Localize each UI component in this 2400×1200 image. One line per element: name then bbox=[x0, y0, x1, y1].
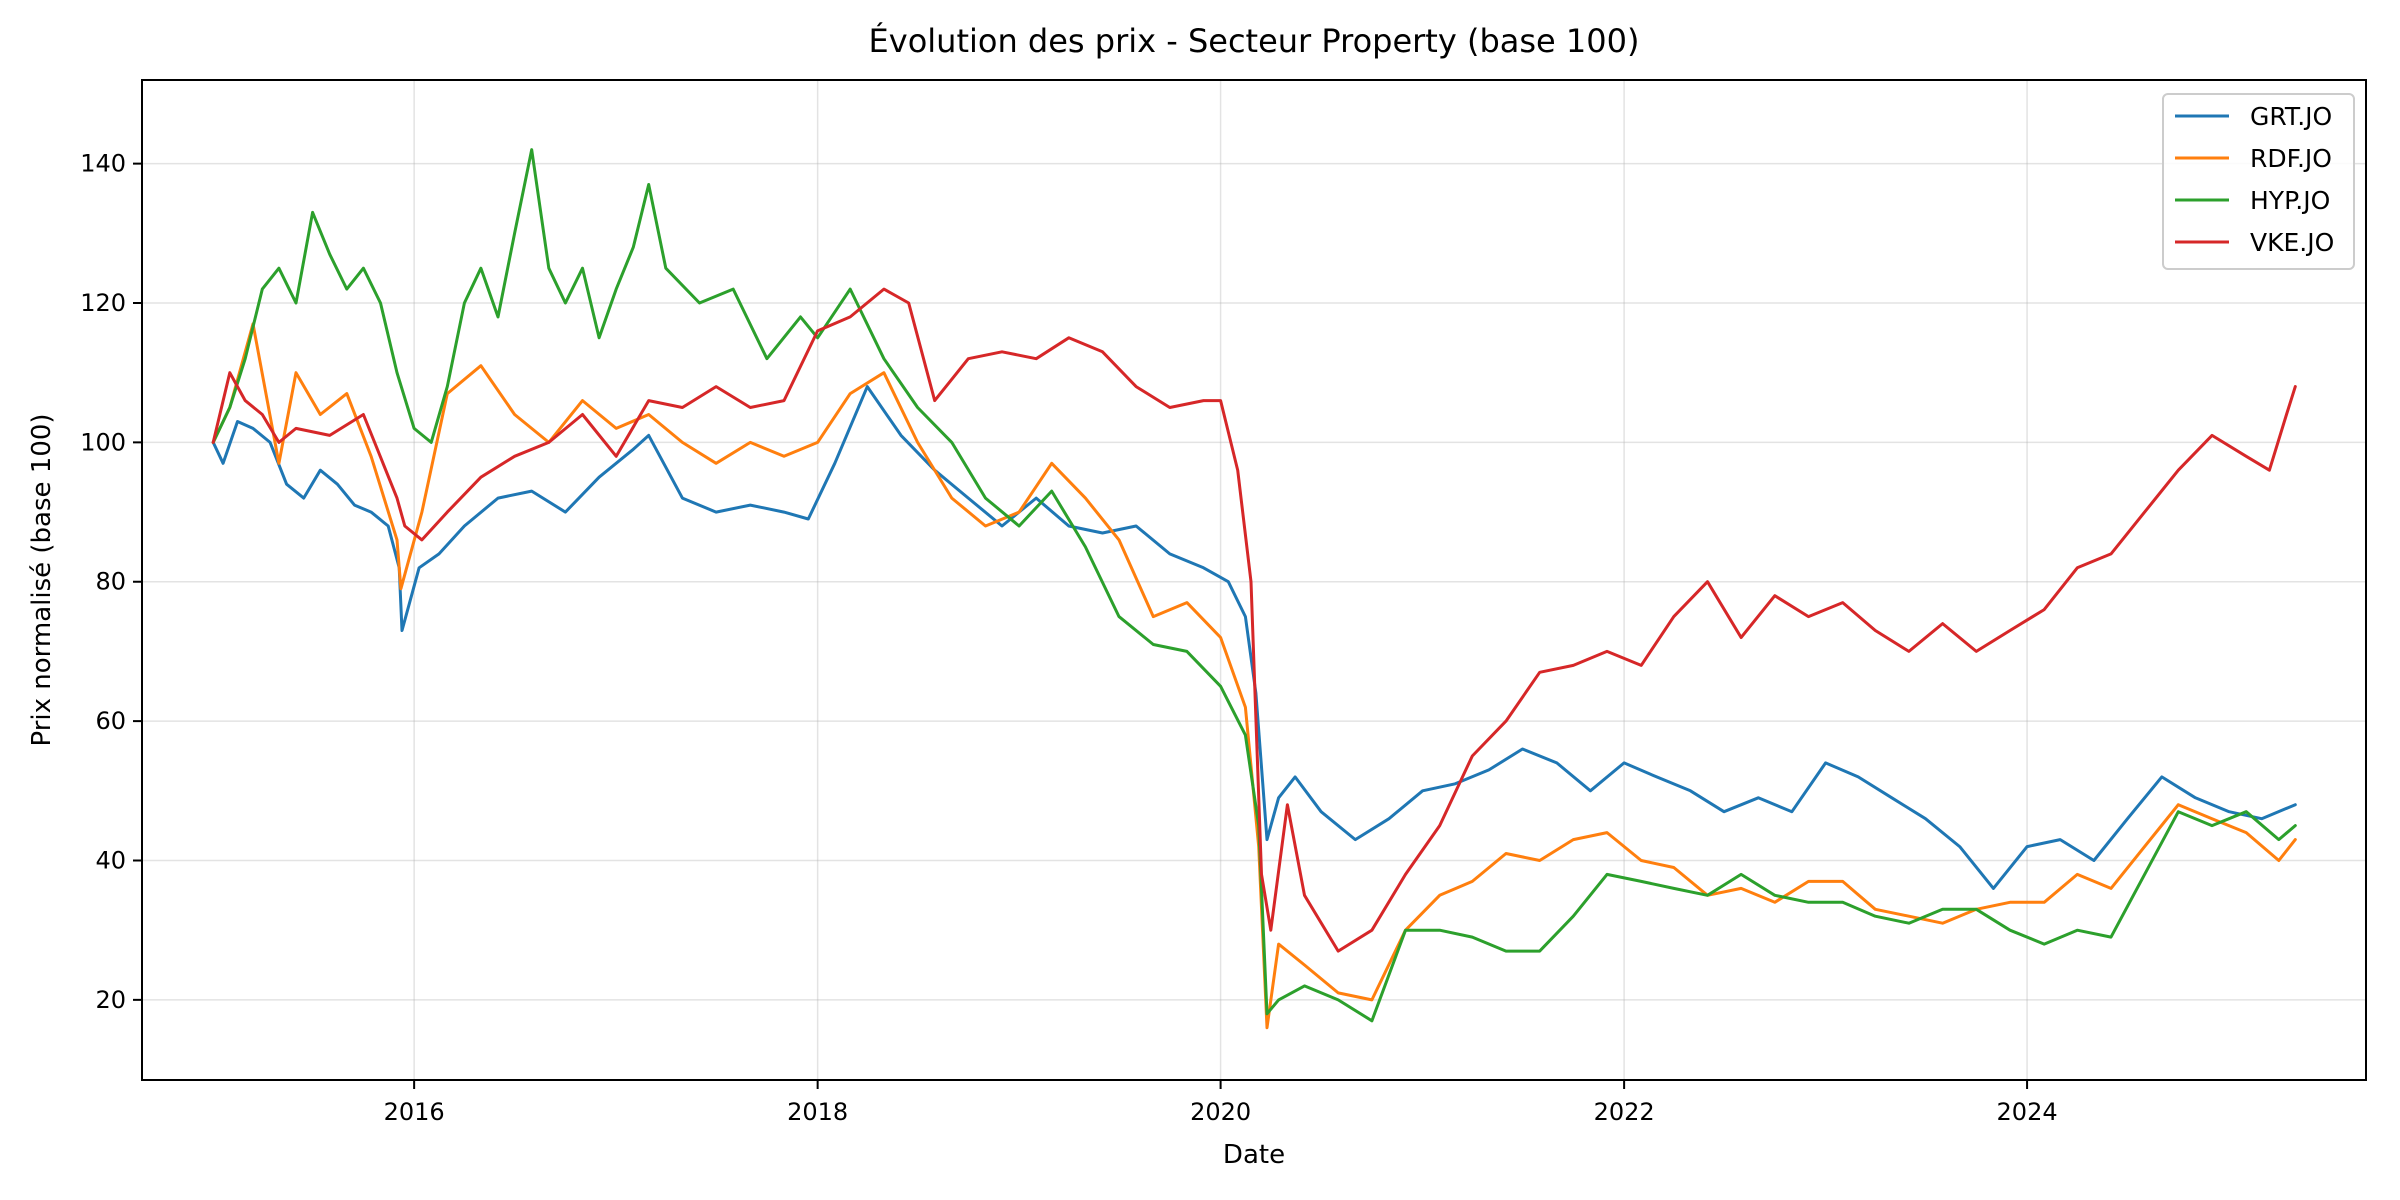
legend-frame bbox=[2162, 93, 2355, 270]
grid-lines bbox=[142, 80, 2366, 1080]
y-tick-label: 120 bbox=[80, 289, 126, 317]
y-tick-label: 20 bbox=[95, 986, 126, 1014]
x-tick-label: 2024 bbox=[1997, 1098, 2058, 1126]
legend: GRT.JO RDF.JO HYP.JO VKE.JO bbox=[2162, 93, 2355, 270]
x-tick-label: 2018 bbox=[787, 1098, 848, 1126]
legend-label-rdf-jo: RDF.JO bbox=[2250, 144, 2332, 173]
x-axis: 2016 2018 2020 2022 2024 bbox=[384, 1080, 2058, 1126]
y-tick-label: 80 bbox=[95, 568, 126, 596]
y-tick-label: 100 bbox=[80, 428, 126, 456]
series-line-vke-jo bbox=[211, 287, 2297, 953]
x-axis-label: Date bbox=[1223, 1140, 1285, 1170]
chart-title: Évolution des prix - Secteur Property (b… bbox=[869, 22, 1640, 60]
y-axis: 20 40 60 80 100 120 140 bbox=[80, 150, 142, 1014]
y-axis-label: Prix normalisé (base 100) bbox=[27, 413, 57, 746]
y-tick-label: 40 bbox=[95, 846, 126, 874]
x-tick-label: 2022 bbox=[1594, 1098, 1655, 1126]
plot-area bbox=[211, 148, 2297, 1030]
legend-label-grt-jo: GRT.JO bbox=[2250, 102, 2332, 131]
legend-label-vke-jo: VKE.JO bbox=[2250, 228, 2334, 257]
x-tick-label: 2020 bbox=[1190, 1098, 1251, 1126]
y-tick-label: 60 bbox=[95, 707, 126, 735]
series-line-grt-jo bbox=[211, 385, 2297, 890]
legend-label-hyp-jo: HYP.JO bbox=[2250, 186, 2330, 215]
series-line-hyp-jo bbox=[211, 148, 2297, 1023]
x-tick-label: 2016 bbox=[384, 1098, 445, 1126]
y-tick-label: 140 bbox=[80, 150, 126, 178]
axes-frame bbox=[141, 79, 2367, 1081]
series-line-rdf-jo bbox=[211, 322, 2297, 1030]
